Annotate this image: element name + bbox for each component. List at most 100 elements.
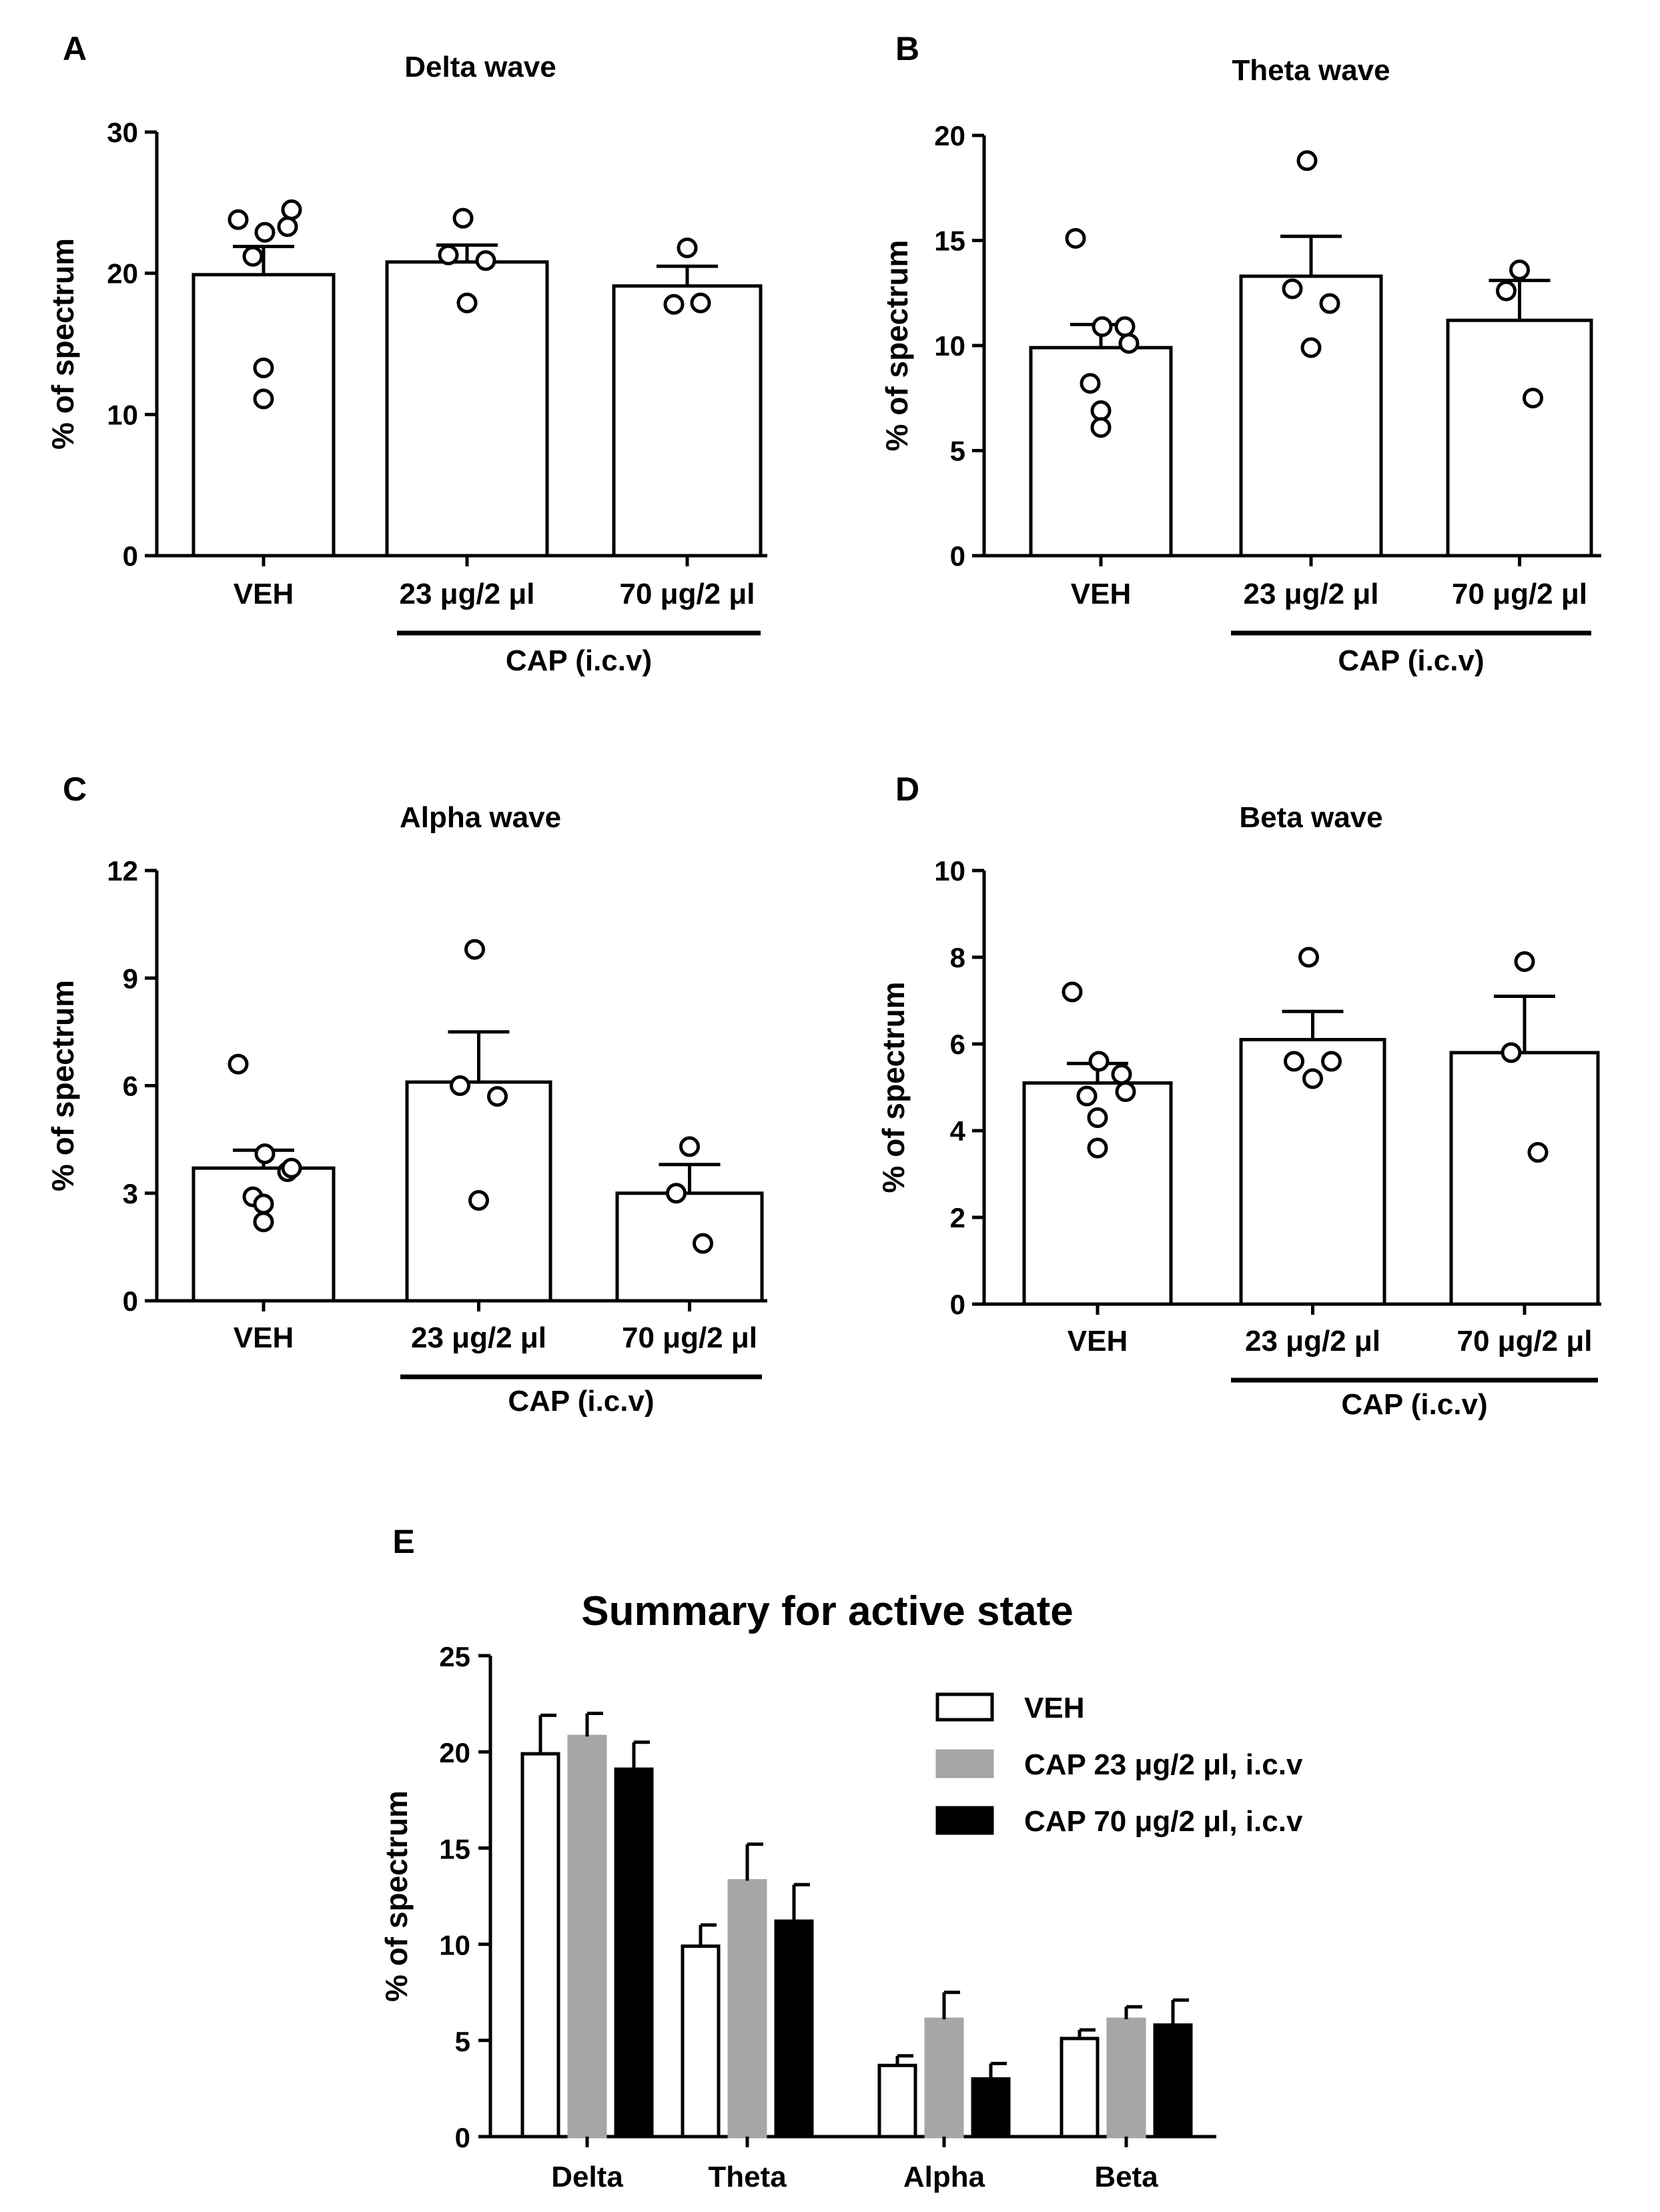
y-tick-label: 25 [439, 1641, 470, 1672]
data-point [1302, 1068, 1323, 1089]
panel-label: C [63, 770, 87, 808]
y-tick-label: 10 [439, 1930, 470, 1961]
x-tick-label: 70 μg/2 μl [1457, 1325, 1592, 1357]
x-tick-label: 70 μg/2 μl [619, 578, 755, 610]
y-tick-label: 4 [950, 1115, 966, 1147]
data-point [242, 245, 264, 267]
legend-swatch [935, 1692, 994, 1722]
y-axis-label: % of spectrum [45, 238, 80, 450]
data-point [679, 1136, 700, 1157]
data-point [1087, 1137, 1108, 1159]
chart-title: Theta wave [1232, 54, 1390, 87]
bar [1446, 318, 1593, 558]
panel-b: B Theta wave 0 5 10 15 20 % of spectrum VEH 23 μg… [879, 30, 1601, 677]
group-label: CAP (i.c.v) [1341, 1388, 1487, 1421]
y-axis-label: % of spectrum [876, 982, 911, 1193]
y-tick-label: 20 [439, 1737, 470, 1768]
data-point [1115, 1081, 1136, 1102]
data-point [464, 939, 485, 960]
bar [774, 1919, 814, 2139]
bar [924, 2017, 964, 2139]
data-point [1076, 1085, 1098, 1107]
y-tick-label: 3 [123, 1178, 138, 1209]
bar [1239, 274, 1383, 558]
data-point [677, 237, 698, 259]
y-tick-label: 5 [455, 2026, 470, 2057]
legend-swatch [935, 1806, 994, 1835]
bar [1060, 2037, 1100, 2139]
y-tick-label: 2 [950, 1202, 965, 1233]
data-point [666, 1183, 687, 1204]
chart-title: Alpha wave [400, 801, 561, 834]
data-point [281, 1157, 302, 1179]
bar [567, 1734, 607, 2139]
data-point [253, 388, 274, 410]
x-tick-label: 23 μg/2 μl [411, 1321, 546, 1354]
panel-label: A [63, 30, 87, 67]
data-point [228, 1053, 249, 1075]
bar [727, 1878, 767, 2139]
data-point [1090, 400, 1112, 422]
data-point [1111, 1064, 1132, 1085]
data-point [1514, 951, 1535, 972]
y-tick-label: 9 [123, 963, 138, 994]
y-tick-label: 15 [934, 225, 965, 257]
data-point [253, 1193, 274, 1215]
y-tick-label: 10 [934, 330, 965, 362]
data-point [281, 199, 302, 220]
y-tick-label: 6 [950, 1029, 965, 1060]
data-point [253, 357, 274, 378]
panel-e: E Summary for active state 0 5 10 15 20 25 % of … [379, 1523, 1303, 2193]
x-tick-label: VEH [1071, 578, 1131, 610]
legend-label: CAP 23 μg/2 μl, i.c.v [1024, 1748, 1303, 1781]
legend-swatch [935, 1749, 994, 1778]
panel-label: E [392, 1523, 414, 1560]
data-point [254, 1143, 276, 1165]
data-point [1501, 1042, 1522, 1063]
y-tick-label: 0 [123, 1285, 138, 1317]
y-tick-label: 30 [107, 117, 138, 148]
bar [1153, 2023, 1193, 2139]
bar [614, 1767, 654, 2139]
panel-a: A Delta wave 0 10 20 30 % of spectrum VEH 23 μg/… [45, 30, 767, 677]
bar [1029, 346, 1173, 558]
data-point [475, 250, 496, 271]
bar [615, 1191, 764, 1303]
x-tick-label: Beta [1094, 2161, 1158, 2193]
data-point [1496, 280, 1517, 302]
y-axis-label: % of spectrum [879, 240, 914, 452]
data-point [253, 1211, 274, 1233]
data-point [1062, 981, 1083, 1003]
x-tick-label: 70 μg/2 μl [622, 1321, 757, 1354]
y-axis-label: % of spectrum [45, 980, 80, 1191]
bar [877, 2063, 917, 2139]
x-tick-label: VEH [234, 1321, 294, 1354]
bar [1106, 2017, 1146, 2139]
data-point [1114, 316, 1136, 338]
bar [971, 2077, 1011, 2139]
x-tick-label: VEH [1068, 1325, 1128, 1357]
bar [520, 1752, 560, 2139]
data-point [1087, 1107, 1108, 1128]
chart-title: Summary for active state [581, 1588, 1073, 1634]
data-point [1321, 1051, 1342, 1072]
y-tick-label: 20 [107, 258, 138, 290]
chart-title: Beta wave [1239, 801, 1382, 834]
panel-c: C Alpha wave 0 3 6 9 12 % of spectrum VEH 23 μg/2… [45, 770, 767, 1418]
data-point [1523, 388, 1543, 409]
bar [681, 1944, 721, 2139]
data-point [456, 292, 478, 314]
y-tick-label: 20 [934, 120, 965, 151]
data-point [1527, 1142, 1549, 1163]
data-point [450, 1075, 470, 1096]
x-tick-label: 23 μg/2 μl [1243, 578, 1378, 610]
data-point [1080, 373, 1101, 394]
y-tick-label: 6 [123, 1071, 138, 1102]
data-point [1300, 337, 1322, 358]
panel-d: D Beta wave 0 2 4 6 8 10 % of spectrum VEH 23 μg/2… [876, 770, 1601, 1421]
data-point [1090, 417, 1112, 438]
data-point [690, 292, 711, 314]
group-label: CAP (i.c.v) [1338, 644, 1484, 677]
data-point [228, 209, 249, 230]
